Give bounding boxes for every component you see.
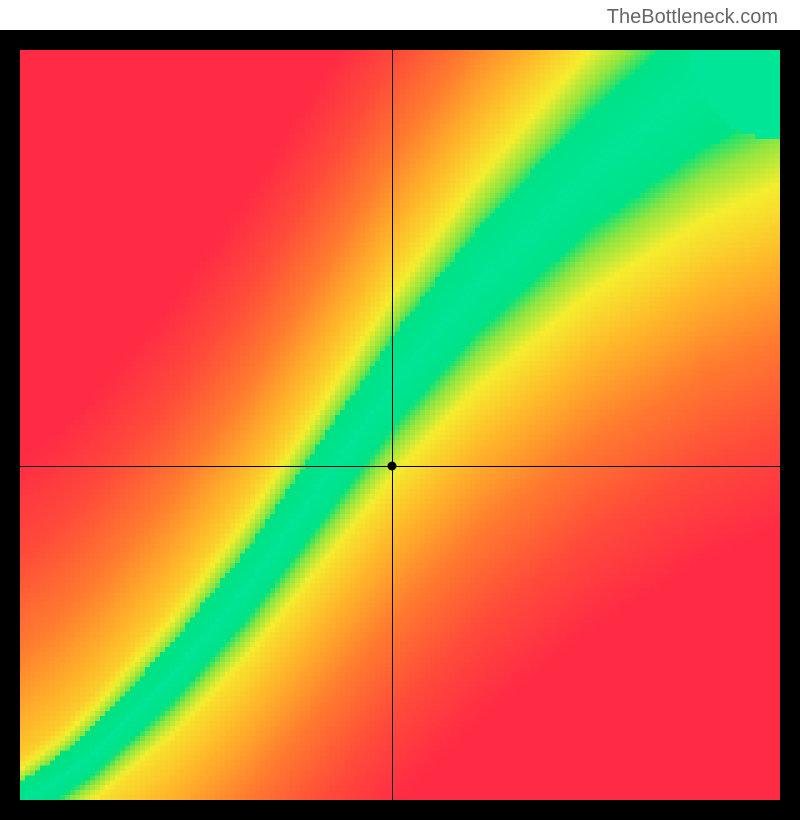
heatmap-canvas xyxy=(20,50,780,800)
watermark-text: TheBottleneck.com xyxy=(607,6,778,29)
crosshair-dot xyxy=(388,462,397,471)
crosshair-vertical xyxy=(392,50,394,800)
plot-area xyxy=(0,30,800,820)
chart-container: TheBottleneck.com xyxy=(0,0,800,800)
crosshair-horizontal xyxy=(20,466,780,468)
